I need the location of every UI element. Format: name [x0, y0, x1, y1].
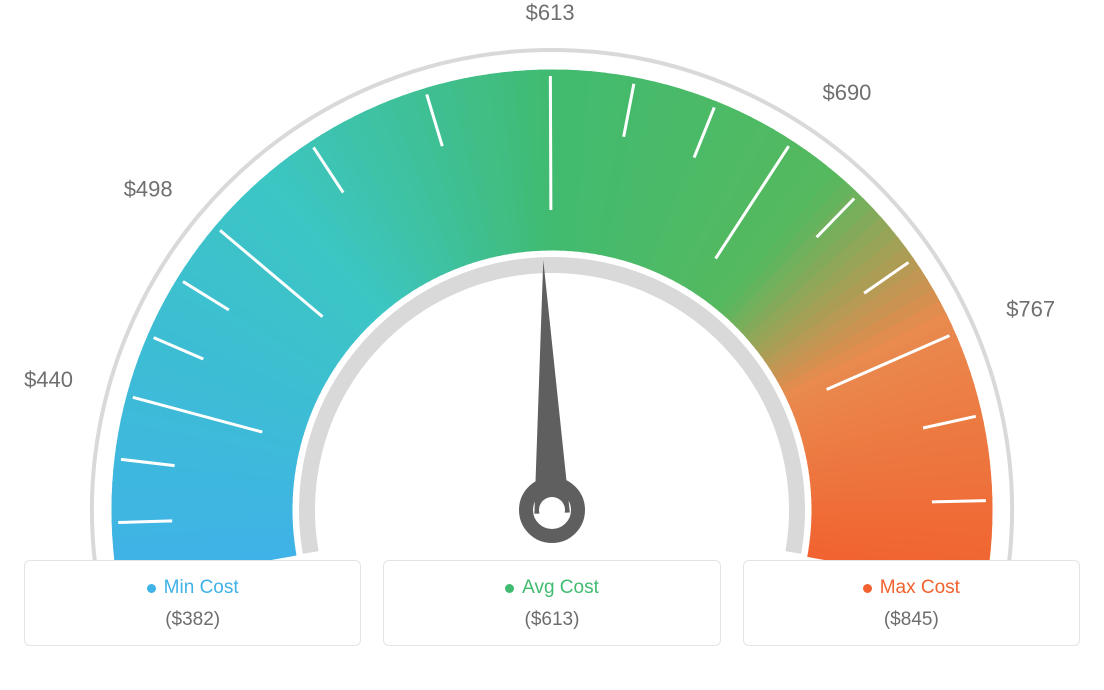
legend-title-max: Max Cost: [863, 577, 960, 599]
svg-text:$767: $767: [1006, 296, 1055, 321]
cost-gauge-chart: $382$440$498$613$690$767$845: [0, 0, 1104, 560]
legend-label: Max Cost: [880, 577, 960, 599]
legend-card-max: Max Cost ($845): [743, 560, 1080, 646]
svg-text:$690: $690: [822, 80, 871, 105]
svg-text:$498: $498: [124, 176, 173, 201]
legend-label: Min Cost: [164, 577, 239, 599]
legend-title-avg: Avg Cost: [505, 577, 599, 599]
dot-icon: [863, 584, 872, 593]
legend-card-min: Min Cost ($382): [24, 560, 361, 646]
legend-value: ($613): [394, 609, 709, 631]
legend-row: Min Cost ($382) Avg Cost ($613) Max Cost…: [0, 560, 1104, 646]
legend-title-min: Min Cost: [147, 577, 239, 599]
legend-value: ($845): [754, 609, 1069, 631]
dot-icon: [505, 584, 514, 593]
legend-card-avg: Avg Cost ($613): [383, 560, 720, 646]
dot-icon: [147, 584, 156, 593]
legend-value: ($382): [35, 609, 350, 631]
legend-label: Avg Cost: [522, 577, 599, 599]
svg-text:$613: $613: [526, 0, 575, 25]
svg-text:$440: $440: [24, 367, 73, 392]
gauge-svg: $382$440$498$613$690$767$845: [0, 0, 1104, 560]
